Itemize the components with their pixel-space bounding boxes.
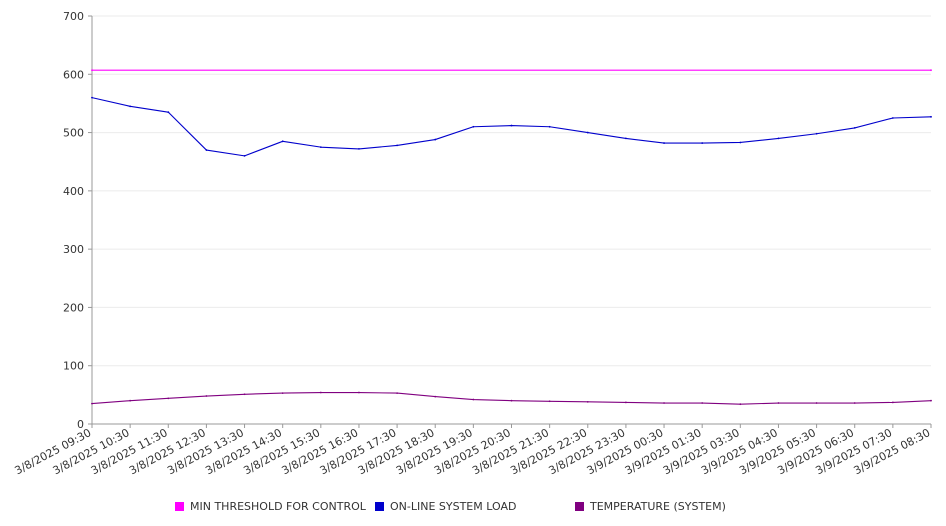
- data-point-1-20: [853, 127, 856, 129]
- data-point-2-2: [167, 397, 170, 400]
- legend-swatch-min-threshold: [175, 501, 184, 511]
- data-point-2-7: [358, 391, 360, 394]
- data-point-2-4: [243, 393, 246, 396]
- data-point-1-7: [358, 147, 360, 150]
- data-point-2-21: [891, 401, 894, 404]
- data-point-1-5: [281, 140, 284, 143]
- data-point-2-10: [472, 398, 475, 401]
- y-tick-label-200: 200: [63, 301, 84, 314]
- data-point-2-1: [129, 399, 132, 402]
- series-line-2: [91, 391, 932, 405]
- legend-label-min-threshold: MIN THRESHOLD FOR CONTROL: [190, 499, 366, 513]
- data-point-0-0: [91, 69, 93, 72]
- data-point-1-6: [319, 146, 322, 149]
- data-point-1-9: [434, 138, 437, 141]
- data-point-1-12: [548, 125, 551, 128]
- data-point-2-19: [815, 402, 818, 404]
- data-point-2-9: [434, 395, 437, 398]
- legend-item-temperature: TEMPERATURE (SYSTEM): [575, 499, 726, 513]
- data-point-1-14: [625, 137, 627, 140]
- data-point-2-6: [319, 391, 322, 394]
- data-point-1-10: [472, 125, 475, 128]
- y-tick-label-700: 700: [63, 10, 84, 23]
- data-point-0-1: [930, 69, 932, 72]
- data-point-2-0: [91, 402, 93, 405]
- data-point-2-16: [701, 402, 704, 404]
- data-point-2-15: [663, 402, 665, 404]
- data-point-1-19: [815, 132, 818, 135]
- legend-swatch-temperature: [575, 501, 584, 511]
- data-point-1-1: [129, 105, 132, 108]
- data-point-2-14: [625, 401, 627, 404]
- data-point-2-22: [930, 399, 932, 402]
- data-point-1-11: [510, 124, 513, 127]
- y-tick-label-300: 300: [63, 243, 84, 256]
- legend-label-temperature: TEMPERATURE (SYSTEM): [590, 499, 726, 513]
- data-point-2-20: [853, 402, 856, 404]
- data-point-2-12: [548, 400, 551, 403]
- data-point-1-22: [930, 115, 932, 118]
- series-line-1: [91, 97, 932, 157]
- y-tick-label-500: 500: [63, 127, 84, 140]
- data-point-2-8: [396, 392, 398, 395]
- legend-item-min-threshold: MIN THRESHOLD FOR CONTROL: [175, 499, 366, 513]
- data-point-1-2: [167, 111, 170, 114]
- data-point-1-3: [205, 149, 208, 151]
- data-point-1-18: [777, 137, 780, 140]
- y-tick-label-400: 400: [63, 185, 84, 198]
- legend-swatch-system-load: [375, 501, 384, 511]
- data-point-1-0: [91, 96, 93, 99]
- data-point-1-13: [586, 131, 589, 134]
- y-tick-label-0: 0: [77, 418, 84, 431]
- data-point-2-5: [281, 392, 284, 395]
- data-point-1-4: [243, 154, 246, 157]
- data-point-2-11: [510, 399, 513, 402]
- y-tick-label-100: 100: [63, 360, 84, 373]
- data-point-2-18: [777, 402, 780, 404]
- legend-item-system-load: ON-LINE SYSTEM LOAD: [375, 499, 516, 513]
- data-point-2-13: [586, 400, 589, 403]
- data-point-1-15: [663, 142, 665, 144]
- data-point-1-17: [739, 141, 742, 144]
- y-tick-label-600: 600: [63, 68, 84, 81]
- legend-label-system-load: ON-LINE SYSTEM LOAD: [390, 499, 517, 513]
- data-point-1-21: [891, 117, 894, 119]
- data-point-1-16: [701, 142, 704, 144]
- data-point-2-3: [205, 395, 208, 397]
- data-point-1-8: [396, 144, 398, 147]
- data-point-2-17: [739, 403, 742, 406]
